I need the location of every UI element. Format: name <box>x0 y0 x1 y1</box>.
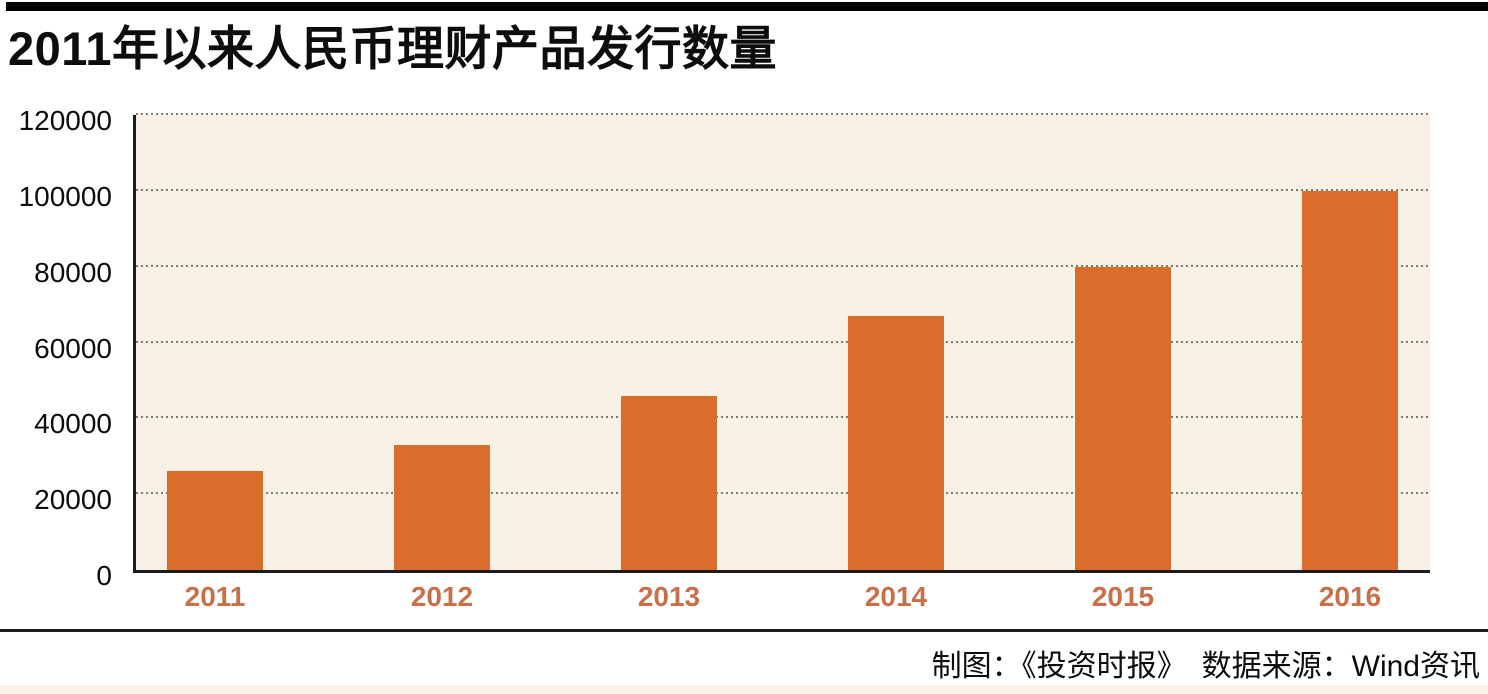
bar-2013 <box>621 395 717 570</box>
x-tick-label-2011: 2011 <box>184 581 246 612</box>
y-tick-label-0: 0 <box>96 560 112 591</box>
x-tick-label-2012: 2012 <box>410 581 474 612</box>
y-tick-label-120000: 120000 <box>18 105 112 136</box>
x-tick-label-2013: 2013 <box>637 581 701 612</box>
y-tick-label-40000: 40000 <box>34 408 112 440</box>
bars-layer <box>136 115 1430 570</box>
bar-2015 <box>1075 266 1171 570</box>
bar-2016 <box>1302 190 1398 570</box>
footer-divider-line <box>0 629 1488 632</box>
gridline-60000 <box>136 340 1430 343</box>
gridline-40000 <box>136 416 1430 419</box>
chart-title: 2011年以来人民币理财产品发行数量 <box>8 22 777 75</box>
top-accent-bar <box>6 2 1488 11</box>
bar-2014 <box>848 315 944 570</box>
x-axis-tick-labels: 2011 2012 2013 2014 2015 2016 <box>136 581 1430 617</box>
y-tick-label-100000: 100000 <box>18 180 112 212</box>
y-axis-tick-labels: 0 20000 40000 60000 80000 100000 120000 <box>0 106 112 591</box>
plot-area <box>133 113 1430 573</box>
bar-2011 <box>167 471 263 570</box>
y-tick-label-60000: 60000 <box>34 332 112 364</box>
y-tick-label-80000: 80000 <box>34 256 112 288</box>
bar-2012 <box>394 444 490 570</box>
x-tick-label-2016: 2016 <box>1318 581 1382 612</box>
x-tick-label-2014: 2014 <box>864 581 928 612</box>
gridline-120000 <box>136 113 1430 115</box>
y-tick-label-20000: 20000 <box>34 484 112 516</box>
credit-text: 制图：《投资时报》 数据来源：Wind资讯 <box>931 650 1480 683</box>
bar-chart: 0 20000 40000 60000 80000 100000 120000 2011 20… <box>0 106 1430 617</box>
bottom-accent-strip <box>0 685 1488 694</box>
gridline-80000 <box>136 264 1430 267</box>
x-tick-label-2015: 2015 <box>1091 581 1155 612</box>
gridline-100000 <box>136 188 1430 191</box>
gridlines-layer <box>136 113 1430 570</box>
gridline-20000 <box>136 492 1430 495</box>
